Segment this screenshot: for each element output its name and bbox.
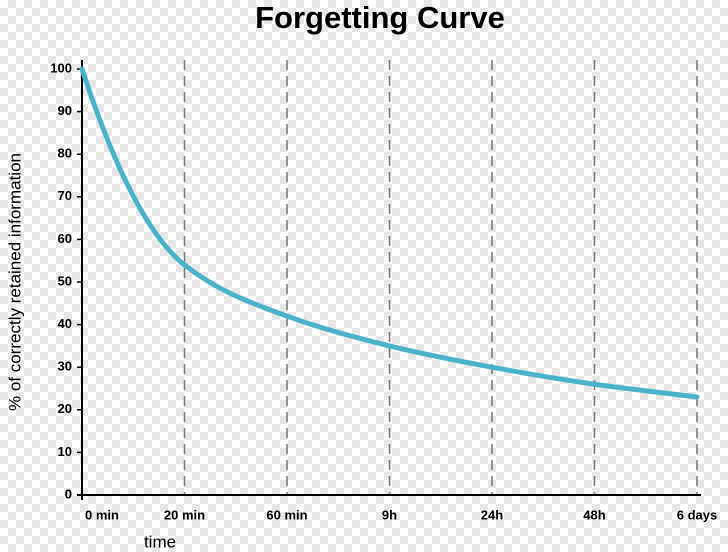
y-tick-label: 20 xyxy=(58,401,72,416)
x-tick-label: 60 min xyxy=(266,507,307,522)
x-tick-label: 9h xyxy=(382,507,397,522)
y-tick-label: 10 xyxy=(58,444,72,459)
y-tick-label: 80 xyxy=(58,146,72,161)
y-tick-label: 70 xyxy=(58,188,72,203)
y-tick-label: 40 xyxy=(58,316,72,331)
y-axis-label: % of correctly retained information xyxy=(5,153,24,411)
y-tick-label: 60 xyxy=(58,231,72,246)
x-tick-label: 0 min xyxy=(85,507,119,522)
x-tick-label: 6 days xyxy=(677,507,717,522)
x-axis-label: time xyxy=(144,532,176,551)
chart-title: Forgetting Curve xyxy=(255,0,505,35)
x-tick-label: 24h xyxy=(481,507,503,522)
y-tick-label: 30 xyxy=(58,359,72,374)
x-tick-label: 48h xyxy=(583,507,605,522)
x-tick-label: 20 min xyxy=(164,507,205,522)
y-tick-label: 50 xyxy=(58,273,72,288)
y-tick-label: 0 xyxy=(65,486,72,501)
y-tick-label: 90 xyxy=(58,103,72,118)
y-tick-label: 100 xyxy=(50,60,72,75)
curve xyxy=(79,66,700,400)
